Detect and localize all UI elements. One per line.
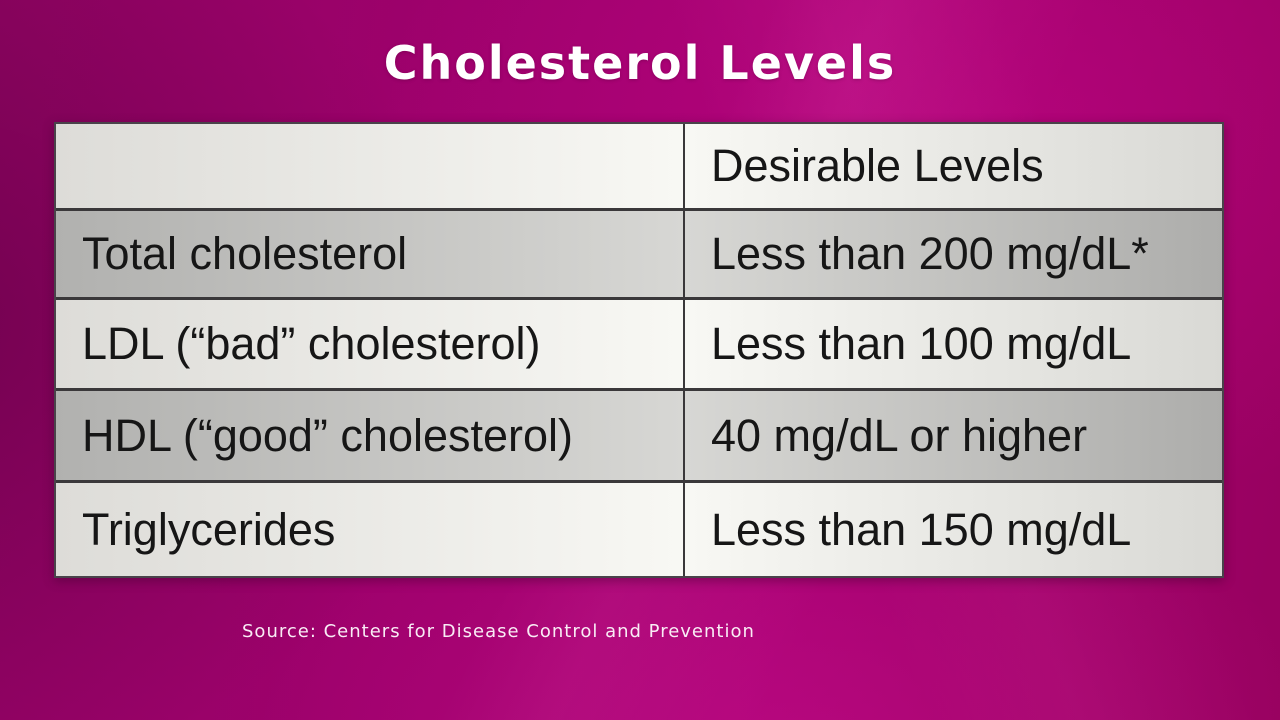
table-header-metric-cell bbox=[56, 124, 683, 208]
cholesterol-levels-table: Desirable Levels Total cholesterol Less … bbox=[54, 122, 1224, 578]
table-row-hdl-value: 40 mg/dL or higher bbox=[685, 391, 1222, 480]
table-header-desirable-levels: Desirable Levels bbox=[685, 124, 1222, 208]
source-attribution: Source: Centers for Disease Control and … bbox=[242, 621, 755, 642]
table-row-triglycerides-value: Less than 150 mg/dL bbox=[685, 483, 1222, 576]
table-row-ldl-value: Less than 100 mg/dL bbox=[685, 300, 1222, 388]
table-row-total-cholesterol-label: Total cholesterol bbox=[56, 211, 683, 297]
table-row-ldl-label: LDL (“bad” cholesterol) bbox=[56, 300, 683, 388]
page-title: Cholesterol Levels bbox=[383, 36, 897, 90]
table-row-total-cholesterol-value: Less than 200 mg/dL* bbox=[685, 211, 1222, 297]
table-row-hdl-label: HDL (“good” cholesterol) bbox=[56, 391, 683, 480]
table-row-triglycerides-label: Triglycerides bbox=[56, 483, 683, 576]
